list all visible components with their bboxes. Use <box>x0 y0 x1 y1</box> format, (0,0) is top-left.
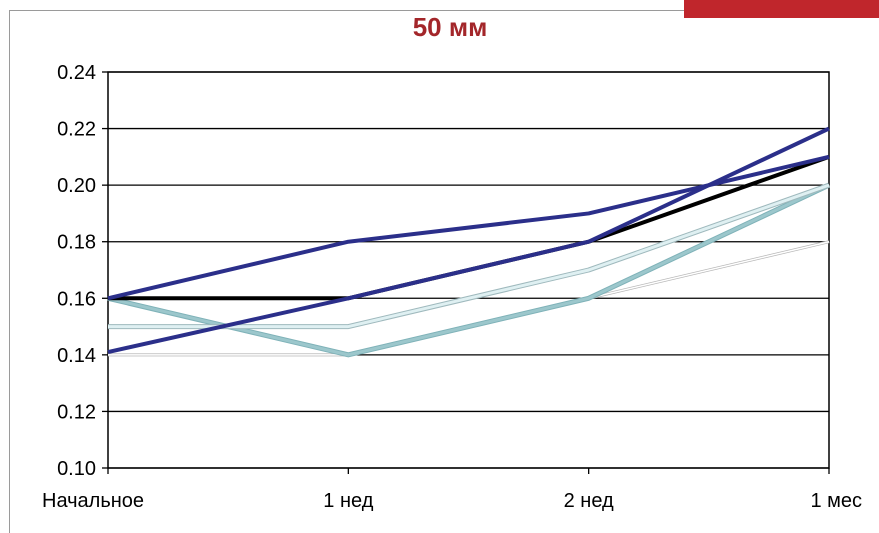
y-tick-label: 0.22 <box>57 119 96 141</box>
series-lines <box>107 126 831 358</box>
series-line-6 <box>107 126 830 354</box>
plot-area-border <box>107 71 830 469</box>
x-tick-label: 1 нед <box>323 490 373 512</box>
frame-top-border <box>9 10 879 11</box>
y-tick-label: 0.16 <box>57 288 96 310</box>
x-tick-label: 1 мес <box>810 490 862 512</box>
x-tick-label: 2 нед <box>564 490 614 512</box>
y-tick-label: 0.14 <box>57 345 96 367</box>
series-line-outline <box>108 182 830 330</box>
y-tick-label: 0.24 <box>57 62 96 84</box>
x-axis: Начальное 1 нед 2 нед 1 мес <box>42 468 862 512</box>
accent-bar <box>684 0 879 18</box>
y-axis: 0.10 0.12 0.14 0.16 0.18 0.20 0.22 0.24 <box>57 62 108 480</box>
y-tick-label: 0.20 <box>57 175 96 197</box>
frame-left-border <box>9 10 10 533</box>
y-tick-label: 0.12 <box>57 401 96 423</box>
y-tick-label: 0.18 <box>57 232 96 254</box>
series-line-3 <box>108 183 830 329</box>
x-tick-label: Начальное <box>42 490 144 512</box>
chart-title: 50 мм <box>412 12 488 42</box>
y-tick-label: 0.10 <box>57 458 96 480</box>
